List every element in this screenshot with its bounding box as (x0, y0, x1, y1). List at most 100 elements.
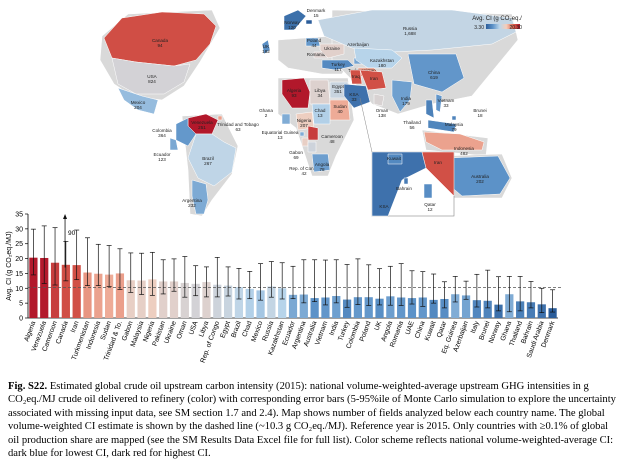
bar-brazil (234, 287, 244, 318)
bar-usa (191, 283, 200, 318)
bar-libya (202, 282, 211, 318)
y-tick-label: 10 (15, 286, 23, 293)
bar-malaysia (137, 280, 146, 318)
map-country-china (407, 53, 465, 93)
map-country-label: Mexico 204 (131, 100, 146, 110)
map-country-malaysia (427, 119, 457, 133)
inset-label: Iran (434, 160, 442, 165)
off-scale-label: 90 (68, 230, 76, 237)
bar-vietnam (321, 297, 330, 318)
map-country-label: Ukraine (324, 46, 340, 51)
bar-brunei (483, 300, 492, 318)
map-country-label: Ecuador 123 (153, 152, 171, 162)
map-country-kazakhstan (353, 47, 403, 69)
bar-nigeria (148, 279, 157, 318)
map-country-label: Angola 78 (315, 162, 330, 172)
map-country-mexico (117, 87, 159, 115)
map-country-thailand (425, 99, 435, 119)
bar-bahrain (526, 302, 536, 318)
map-country-gabon (301, 137, 309, 147)
bar-romania (397, 297, 406, 318)
map-country-algeria (281, 77, 311, 109)
map-country-label: Norway 120 (284, 20, 300, 30)
bar-venezuela (40, 257, 49, 318)
map-country-oman (373, 93, 385, 107)
inset-label: Qatar 12 (424, 202, 436, 212)
bar-india (332, 296, 341, 318)
bar-argentina (299, 294, 308, 318)
map-country-label: Indonesia 482 (454, 146, 474, 156)
x-tick-label: USA (188, 320, 200, 336)
bar-trinidad-to- (115, 273, 125, 318)
map-country-russia (317, 9, 517, 53)
bar-ukraine (169, 281, 179, 318)
figure-label: Fig. S22. (8, 381, 48, 392)
y-axis-label: Avg. CI (g CO₂eq./MJ) (6, 231, 13, 301)
figure-caption: Fig. S22. Estimated global crude oil ups… (8, 380, 620, 460)
bar-cameroon (50, 262, 60, 318)
bar-rep-of-congo (213, 284, 222, 318)
bar-denmark (548, 308, 557, 318)
caption-text: Estimated global crude oil upstream carb… (8, 381, 616, 460)
map-country-label: Oman 138 (376, 108, 389, 118)
bar-ecuador (288, 294, 298, 318)
y-tick-label: 0 (19, 316, 23, 323)
bar-uk (375, 298, 384, 318)
x-tick-label: Italy (470, 320, 481, 335)
y-tick-label: 35 (15, 212, 23, 219)
bar-angola (386, 296, 395, 318)
map-country-chad (311, 103, 331, 125)
bar-algeria (29, 257, 38, 318)
map-country-india (391, 79, 413, 113)
inset-label: Bahrain (396, 186, 412, 191)
map-country-label: Colombia 364 (152, 128, 172, 138)
bar-china (418, 297, 427, 318)
bar-eq-guinea (451, 294, 460, 318)
map-country-label: Thailand 56 (403, 120, 421, 130)
map-canvas: Canada 94 USA 824 Mexico 204 Venezuela 251 Trini… (99, 8, 522, 217)
map-country-usa (111, 57, 191, 95)
map-country-label: Egypt 351 (332, 84, 344, 94)
x-tick-label: UK (374, 320, 384, 332)
map-country-label: Argentina 232 (182, 198, 202, 208)
bar-turkmenistan (83, 272, 92, 318)
map-country-brazil (187, 133, 237, 187)
y-tick-label: 25 (15, 241, 23, 248)
world-map: Canada 94 USA 824 Mexico 204 Venezuela 251 Trini… (92, 0, 522, 218)
bar-egypt (223, 285, 233, 318)
x-tick-label: UAE (404, 320, 416, 336)
map-country-label: Iran (370, 76, 378, 81)
y-tick-label: 30 (15, 226, 23, 233)
map-country-label: China 619 (428, 70, 440, 80)
map-country-label: Brunei 18 (473, 108, 486, 118)
off-scale-arrowhead (63, 214, 68, 219)
y-tick-label: 15 (15, 271, 23, 278)
y-tick-label: 5 (19, 301, 23, 308)
map-country-label: Cameroon 48 (321, 134, 343, 144)
map-country-label: KSA 33 (349, 92, 359, 102)
bar-kuwait (429, 299, 438, 318)
bar-sudan (105, 274, 114, 318)
map-country-iran (359, 69, 387, 91)
map-country-label: UK 182 (262, 44, 270, 54)
map-country-label: Russia 1,688 (403, 26, 417, 36)
map-country-label: Brazil 267 (202, 156, 214, 166)
legend-min-label: 3.30 (474, 25, 484, 31)
map-country-label: Poland 44 (307, 38, 322, 48)
bar-uae (407, 298, 417, 318)
bar-canada (61, 264, 70, 318)
map-country-label: Sudan 40 (333, 104, 347, 114)
map-country-label: Chad 13 (315, 108, 326, 118)
map-country-label: Denmark 15 (307, 8, 326, 18)
y-tick-label: 20 (15, 256, 23, 263)
map-country-ecuador (169, 137, 179, 151)
map-country-indonesia (423, 131, 485, 151)
bar-turkey (342, 299, 352, 318)
map-country-norway (283, 9, 307, 31)
gulf-inset: Kuwait Iran Bahrain Qatar 12 KSA (371, 151, 455, 217)
legend-title: Avg. CI (g CO₂eq./MJ) (472, 16, 522, 22)
bar-iran (72, 265, 81, 318)
bar-pakistan (159, 281, 168, 318)
map-country-rep-of-congo (307, 141, 317, 153)
